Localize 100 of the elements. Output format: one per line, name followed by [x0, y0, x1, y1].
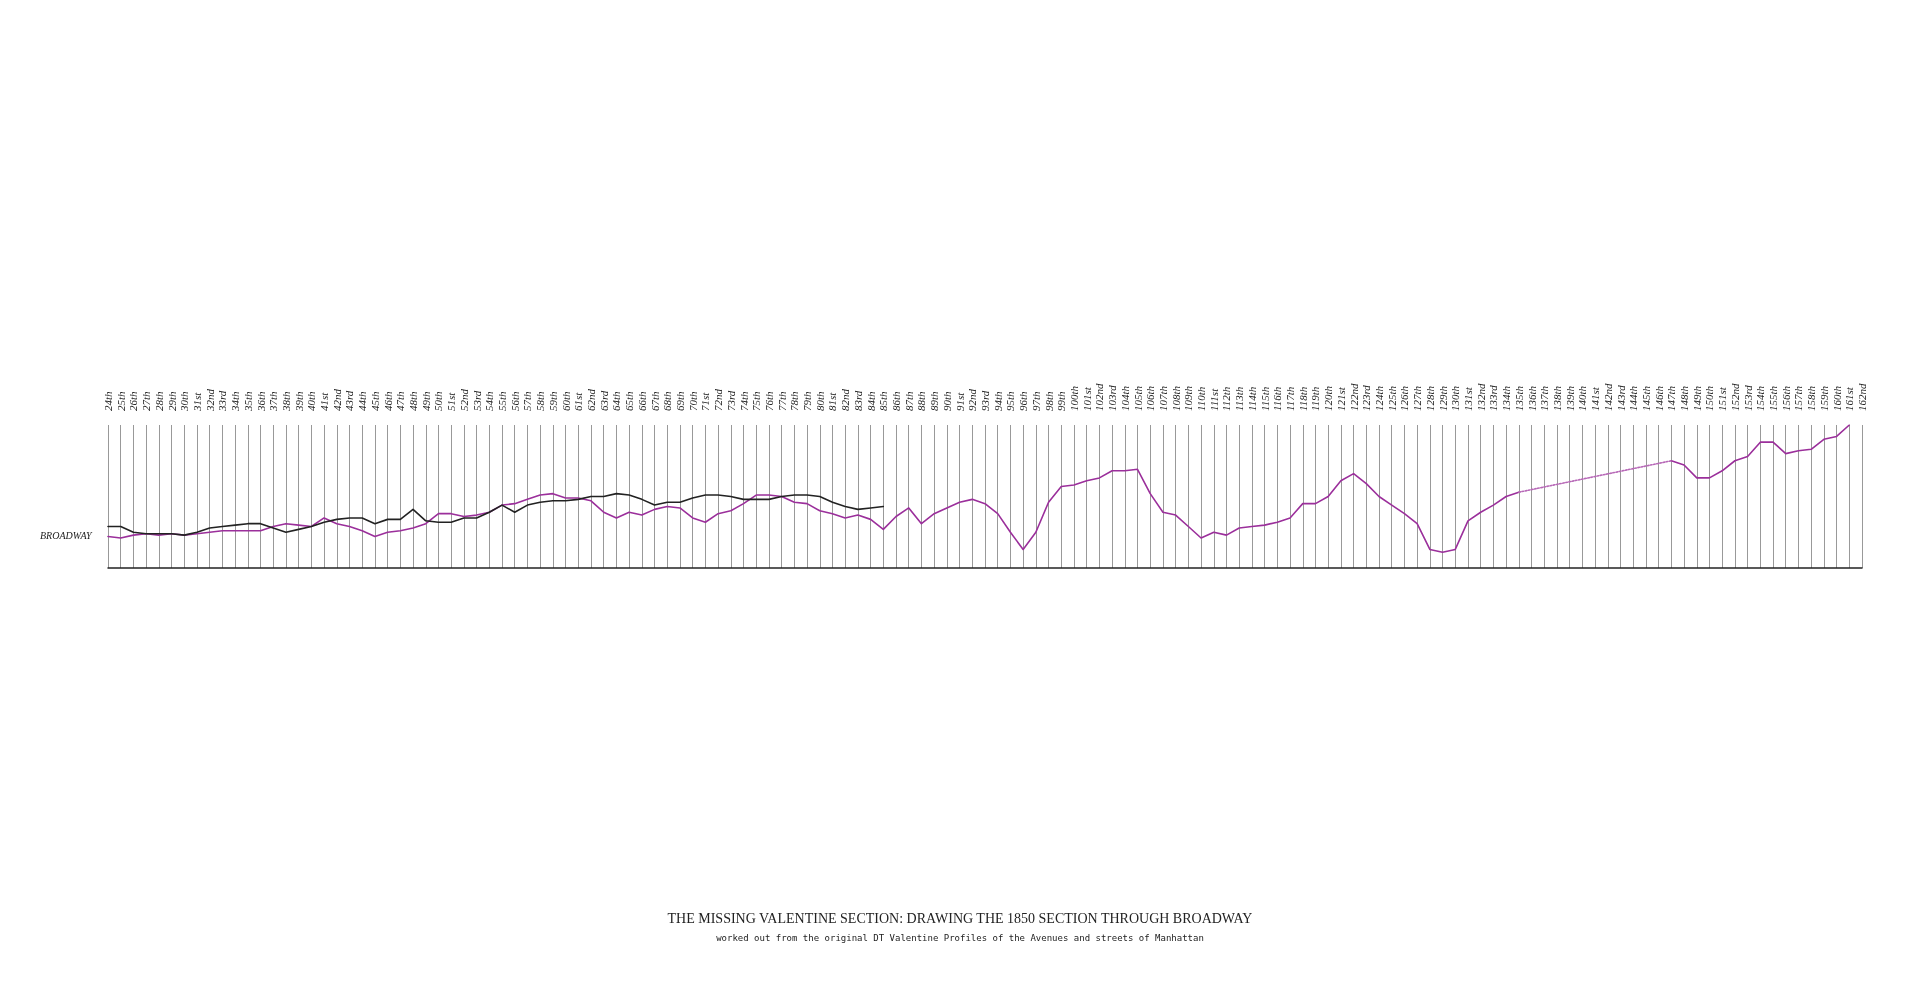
x-tick-label: 152nd: [1728, 383, 1741, 411]
x-tick-label: 56th: [508, 390, 521, 411]
x-tick-label: 63rd: [597, 390, 610, 411]
x-tick-label: 96th: [1017, 390, 1030, 411]
x-tick-label: 158th: [1805, 385, 1818, 411]
x-tick-label: 68th: [661, 390, 674, 411]
x-tick-label: 55th: [496, 390, 509, 411]
x-tick-label: 132nd: [1474, 383, 1487, 411]
x-tick-label: 66th: [635, 390, 648, 411]
x-tick-label: 40th: [305, 390, 318, 411]
x-tick-label: 91st: [953, 391, 966, 411]
x-tick-label: 37th: [267, 390, 280, 412]
x-tick-label: 28th: [152, 390, 165, 411]
x-tick-label: 38th: [279, 390, 292, 412]
x-tick-label: 36th: [254, 390, 267, 412]
x-tick-label: 62nd: [584, 388, 597, 411]
x-tick-label: 122nd: [1347, 383, 1360, 411]
x-tick-label: 107th: [1156, 385, 1169, 411]
x-tick-label: 25th: [114, 390, 127, 411]
x-tick-label: 115th: [1258, 386, 1271, 411]
x-tick-label: 108th: [1169, 385, 1182, 411]
x-tick-label: 149th: [1690, 385, 1703, 411]
x-tick-label: 93rd: [979, 390, 991, 411]
x-tick-label: 119th: [1309, 386, 1322, 411]
x-tick-label: 103rd: [1106, 384, 1119, 411]
x-tick-label: 98th: [1042, 390, 1055, 411]
x-tick-label: 135th: [1512, 385, 1525, 411]
x-tick-label: 129th: [1436, 385, 1449, 411]
x-tick-label: 69th: [673, 390, 686, 411]
x-tick-label: 162nd: [1856, 383, 1868, 411]
x-tick-label: 138th: [1550, 385, 1563, 411]
x-tick-label: 99th: [1055, 390, 1068, 411]
x-tick-label: 72nd: [712, 388, 725, 411]
x-tick-label: 70th: [686, 390, 699, 411]
x-tick-label: 75th: [750, 390, 763, 411]
x-tick-label: 94th: [991, 390, 1004, 411]
x-tick-label: 33rd: [216, 390, 229, 412]
x-tick-label: 139th: [1563, 385, 1576, 411]
x-tick-label: 109th: [1182, 385, 1195, 411]
x-tick-label: 61st: [572, 391, 585, 411]
x-tick-label: 159th: [1817, 385, 1830, 411]
x-tick-label: 44th: [356, 390, 369, 411]
x-tick-label: 142nd: [1601, 383, 1614, 411]
x-tick-label: 151st: [1716, 386, 1729, 411]
x-tick-label: 26th: [127, 390, 140, 411]
x-tick-label: 156th: [1779, 385, 1792, 411]
x-tick-label: 121st: [1334, 386, 1347, 411]
x-tick-label: 81st: [826, 391, 839, 411]
x-tick-label: 101st: [1080, 386, 1093, 411]
x-tick-label: 116th: [1271, 386, 1284, 411]
x-tick-label: 50th: [432, 390, 445, 411]
x-tick-label: 118th: [1296, 386, 1309, 411]
x-tick-label: 46th: [381, 390, 394, 411]
x-tick-label: 49th: [419, 390, 432, 411]
x-tick-label: 148th: [1678, 385, 1691, 411]
x-tick-label: 150th: [1703, 385, 1716, 411]
x-tick-label: 161st: [1843, 386, 1856, 411]
x-tick-label: 73rd: [724, 390, 737, 411]
x-tick-label: 143rd: [1614, 384, 1627, 411]
x-tick-label: 114th: [1245, 386, 1258, 411]
x-tick-label: 83rd: [851, 390, 864, 411]
x-tick-label: 145th: [1639, 385, 1652, 411]
x-tick-label: 146th: [1652, 385, 1665, 411]
x-tick-label: 95th: [1004, 390, 1017, 411]
x-tick-label: 131st: [1461, 386, 1474, 411]
x-tick-label: 87th: [902, 390, 915, 411]
x-tick-label: 105th: [1131, 385, 1144, 411]
x-tick-label: 113th: [1233, 386, 1246, 411]
x-tick-label: 141st: [1589, 386, 1602, 411]
x-tick-label: 140th: [1576, 385, 1589, 411]
x-tick-label: 27th: [140, 390, 153, 411]
x-tick-label: 120th: [1322, 385, 1335, 411]
x-tick-label: 106th: [1144, 385, 1157, 411]
x-tick-label: 59th: [546, 390, 559, 411]
x-tick-label: 80th: [813, 390, 826, 411]
x-tick-label: 124th: [1373, 385, 1386, 411]
x-tick-label: 88th: [915, 390, 928, 411]
x-tick-label: 153rd: [1741, 384, 1754, 411]
x-tick-label: 134th: [1500, 385, 1513, 411]
x-tick-label: 52nd: [457, 388, 470, 411]
x-tick-label: 155th: [1767, 385, 1780, 411]
y-axis-title: BROADWAY: [40, 529, 93, 541]
x-tick-label: 30th: [178, 390, 191, 412]
x-tick-label: 97th: [1029, 390, 1042, 411]
x-tick-label: 82nd: [839, 388, 852, 411]
x-tick-label: 29th: [165, 390, 178, 411]
x-tick-label: 127th: [1411, 385, 1424, 411]
x-tick-label: 39th: [292, 390, 305, 412]
x-tick-label: 43rd: [343, 390, 356, 411]
x-tick-label: 89th: [928, 390, 941, 411]
x-tick-label: 160th: [1830, 385, 1843, 411]
x-tick-label: 117th: [1284, 386, 1297, 411]
x-tick-label: 65th: [623, 390, 636, 411]
x-tick-label: 130th: [1449, 385, 1462, 411]
x-tick-label: 125th: [1385, 385, 1398, 411]
x-tick-label: 137th: [1538, 385, 1551, 411]
text: worked out from the original DT Valentine Profiles of the Avenues and streets of Manhattan: [716, 932, 1204, 943]
x-tick-label: 41st: [318, 391, 331, 411]
x-tick-label: 79th: [801, 390, 814, 411]
x-tick-label: 74th: [737, 390, 750, 411]
